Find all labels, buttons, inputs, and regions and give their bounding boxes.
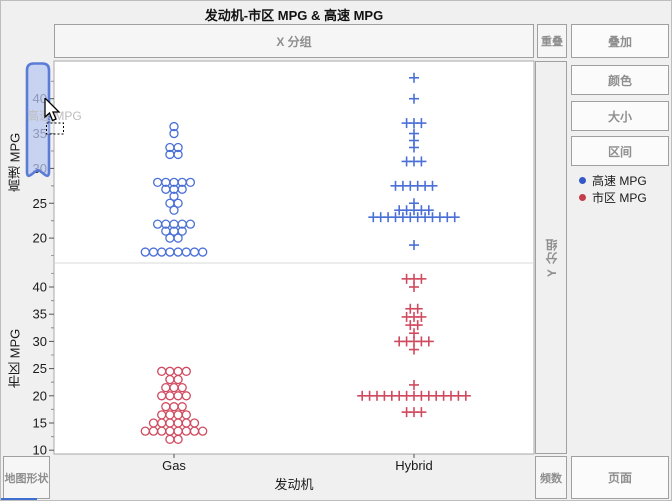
legend-label-city: 市区 MPG xyxy=(592,191,647,205)
legend-label-highway: 高速 MPG xyxy=(592,174,647,188)
x-axis-title[interactable]: 发动机 xyxy=(274,477,314,492)
drop-zone-freq[interactable]: 频数 xyxy=(535,456,567,499)
y-axis-title-city[interactable]: 市区 MPG xyxy=(7,328,23,389)
plot-area[interactable]: 403530252040353025201510 xyxy=(1,60,535,458)
drop-zone-x-group-label: X 分组 xyxy=(276,34,312,49)
legend: 高速 MPG 市区 MPG xyxy=(579,172,647,206)
svg-text:25: 25 xyxy=(33,196,47,211)
svg-text:25: 25 xyxy=(33,361,47,376)
x-category-label-hybrid: Hybrid xyxy=(395,458,433,473)
svg-text:20: 20 xyxy=(33,231,47,246)
drop-zone-overlay-button[interactable]: 叠加 xyxy=(571,24,669,58)
size-button-label: 大小 xyxy=(607,109,632,124)
y-axis-drop-highlight xyxy=(25,62,51,178)
drop-zone-overlap[interactable]: 重叠 xyxy=(537,24,567,58)
drop-zone-y-group[interactable]: Y 分组 xyxy=(535,61,567,454)
drop-zone-color-button[interactable]: 颜色 xyxy=(571,65,669,95)
page-button-label: 页面 xyxy=(607,471,632,485)
legend-dot-highway-icon xyxy=(579,177,586,184)
legend-dot-city-icon xyxy=(579,194,586,201)
drop-zone-overlap-label: 重叠 xyxy=(541,36,563,48)
svg-text:30: 30 xyxy=(33,334,47,349)
drop-zone-freq-label: 频数 xyxy=(540,472,562,485)
legend-item-city[interactable]: 市区 MPG xyxy=(579,189,647,206)
legend-item-highway[interactable]: 高速 MPG xyxy=(579,172,647,189)
color-button-label: 颜色 xyxy=(607,73,632,88)
graph-title: 发动机-市区 MPG & 高速 MPG xyxy=(204,8,384,23)
drop-zone-page-button[interactable]: 页面 xyxy=(571,456,669,499)
y-axis-title-highway[interactable]: 高速 MPG xyxy=(7,132,23,192)
drop-zone-y-group-label: Y 分组 xyxy=(544,237,559,278)
svg-text:40: 40 xyxy=(33,280,47,295)
svg-text:10: 10 xyxy=(33,443,47,458)
x-category-label-gas: Gas xyxy=(162,458,186,473)
drop-zone-size-button[interactable]: 大小 xyxy=(571,101,669,131)
interval-button-label: 区间 xyxy=(607,144,632,159)
svg-text:15: 15 xyxy=(33,416,47,431)
svg-text:35: 35 xyxy=(33,307,47,322)
drop-zone-map-shape-label: 地图形状 xyxy=(4,472,49,485)
status-strip xyxy=(1,498,37,500)
drop-zone-x-group[interactable]: X 分组 xyxy=(54,24,534,58)
drop-zone-map-shape[interactable]: 地图形状 xyxy=(3,456,50,499)
overlay-button-label: 叠加 xyxy=(607,34,632,49)
drop-zone-interval-button[interactable]: 区间 xyxy=(571,136,669,166)
svg-text:20: 20 xyxy=(33,388,47,403)
